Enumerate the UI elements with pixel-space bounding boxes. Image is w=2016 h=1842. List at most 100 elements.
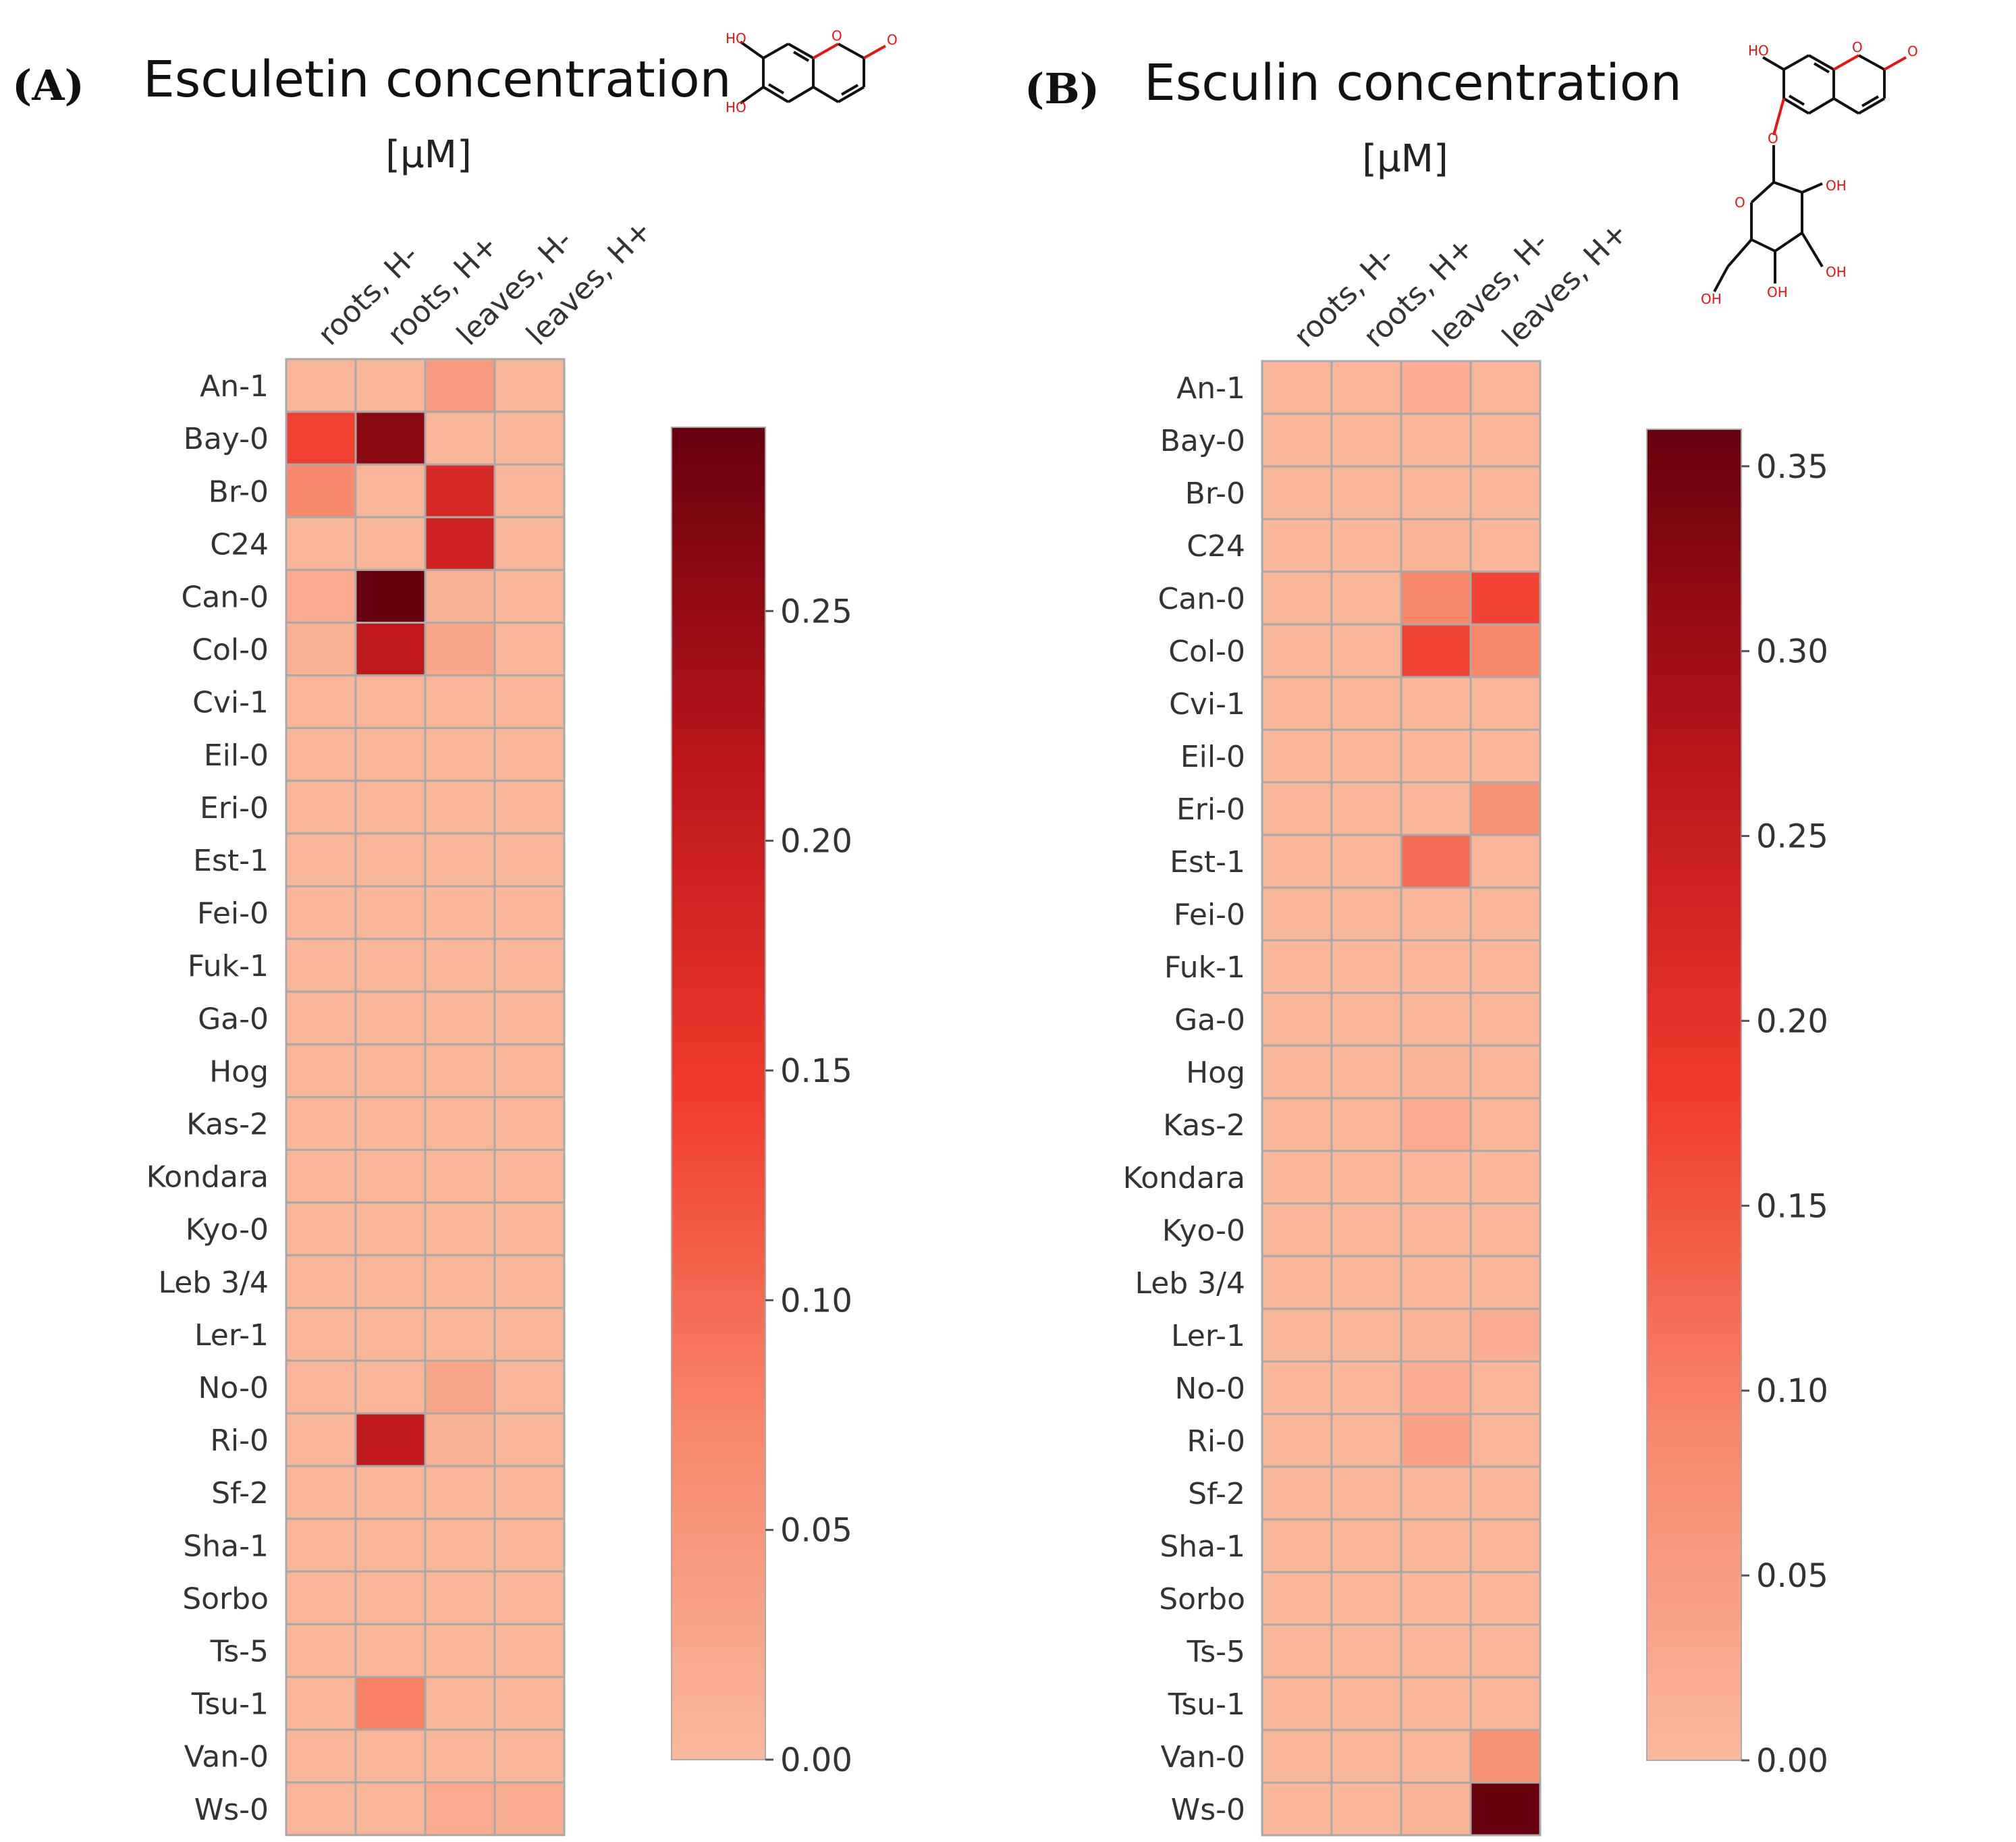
heatmap-a-cell	[354, 1465, 427, 1520]
heatmap-b-cell	[1261, 1255, 1333, 1310]
panel-a-unit: [µM]	[385, 133, 472, 177]
heatmap-b-cell	[1469, 1360, 1542, 1415]
panel-b: (B) Esculin concentration [µM]	[1025, 39, 1918, 1837]
heatmap-a-row-label: Tsu-1	[191, 1687, 269, 1722]
heatmap-b-cell	[1469, 1097, 1542, 1152]
colorbar-a-tick-label: 0.05	[780, 1512, 852, 1550]
heatmap-b-cell	[1330, 992, 1402, 1047]
heatmap-a-cell	[493, 1781, 566, 1837]
heatmap-a-cell	[354, 938, 427, 993]
colorbar-a-tick-label: 0.00	[780, 1741, 852, 1779]
esculin-oh-1: OH	[1826, 178, 1847, 194]
heatmap-a-cell	[424, 1201, 496, 1257]
heatmap-b-row-label: Leb 3/4	[1135, 1266, 1245, 1301]
heatmap-a-cell	[424, 1729, 496, 1784]
heatmap-b-cell	[1400, 518, 1472, 573]
heatmap-b-cell	[1400, 1202, 1472, 1257]
heatmap-b-cell	[1330, 1255, 1402, 1310]
heatmap-a-cell	[354, 358, 427, 413]
heatmap-a-cell	[493, 358, 566, 413]
heatmap-a-cell	[354, 990, 427, 1046]
heatmap-b-cell	[1330, 623, 1402, 678]
heatmap-a-cell	[493, 1412, 566, 1467]
esculetin-ho-1: HO	[726, 30, 746, 47]
heatmap-b-cell	[1400, 1465, 1472, 1521]
heatmap-a-cell	[285, 1254, 357, 1309]
heatmap-b-cell	[1261, 886, 1333, 942]
heatmap-a-cell	[493, 622, 566, 677]
heatmap-a-cell	[424, 727, 496, 782]
heatmap-b-cell	[1261, 1518, 1333, 1573]
heatmap-b-row-label: Ts-5	[1187, 1635, 1245, 1669]
heatmap-b-cell	[1330, 518, 1402, 573]
heatmap-a-cell	[354, 832, 427, 888]
heatmap-a-row-label: An-1	[200, 369, 269, 404]
heatmap-b-cell	[1400, 1044, 1472, 1100]
heatmap-a-cell	[285, 1781, 357, 1837]
heatmap-a-cell	[424, 410, 496, 466]
heatmap-b-cell	[1469, 992, 1542, 1047]
heatmap-a-cell	[493, 516, 566, 571]
heatmap-a-cell	[424, 780, 496, 835]
heatmap-a-cell	[285, 1043, 357, 1098]
heatmap-a-cell	[493, 1465, 566, 1520]
heatmap-a-cell	[354, 1307, 427, 1362]
heatmap-b-cell	[1400, 1360, 1472, 1415]
heatmap-b-cell	[1400, 465, 1472, 520]
heatmap-a-cell	[354, 1729, 427, 1784]
heatmap-b-cell	[1400, 1571, 1472, 1626]
esculin-oh-2: OH	[1826, 264, 1847, 280]
heatmap-b-cell	[1261, 1307, 1333, 1363]
heatmap-b-cell	[1400, 623, 1472, 678]
heatmap-b-row-label: Hog	[1186, 1056, 1245, 1090]
heatmap-a-cell	[493, 1359, 566, 1415]
heatmap-b-cell	[1261, 992, 1333, 1047]
heatmap-b-cell	[1469, 1255, 1542, 1310]
heatmap-b-cell	[1261, 360, 1333, 415]
heatmap-b-row-label: Eri-0	[1176, 792, 1245, 827]
colorbar-a-tick-label: 0.20	[780, 823, 852, 861]
esculetin-ho-2: HO	[726, 99, 746, 115]
heatmap-b-cell	[1469, 1729, 1542, 1784]
heatmap-a-cell	[493, 410, 566, 466]
heatmap-b-cell	[1261, 412, 1333, 468]
heatmap-a-row-label: Ga-0	[198, 1002, 269, 1036]
colorbar-a-tick-label: 0.15	[780, 1052, 852, 1090]
heatmap-a-row-label: Bay-0	[184, 422, 269, 456]
heatmap-b-cell	[1261, 518, 1333, 573]
heatmap-a-cell	[354, 568, 427, 624]
heatmap-a-row-label: Eil-0	[204, 738, 269, 773]
heatmap-b-row-label: Kas-2	[1163, 1108, 1245, 1143]
heatmap-a-cell	[285, 1729, 357, 1784]
heatmap-b-cell	[1261, 728, 1333, 784]
heatmap-a-cell	[354, 1359, 427, 1415]
heatmap-a-cell	[354, 780, 427, 835]
heatmap-b-row-label: Sha-1	[1160, 1529, 1245, 1564]
heatmap-b-cell	[1400, 728, 1472, 784]
heatmap-a-cell	[493, 674, 566, 730]
heatmap-b-cell	[1469, 1202, 1542, 1257]
colorbar-a-tick-label: 0.10	[780, 1282, 852, 1320]
heatmap-a-row-label: Est-1	[193, 844, 269, 878]
heatmap-b-cell	[1400, 1307, 1472, 1363]
colorbar-a: 0.00 0.05 0.10 0.15 0.20 0.25	[671, 427, 852, 1779]
heatmap-a-row-label: Fei-0	[197, 896, 269, 931]
colorbar-b-tick-label: 0.30	[1756, 633, 1828, 671]
heatmap-a-cell	[285, 1517, 357, 1573]
heatmap-b-cell	[1469, 1781, 1542, 1837]
heatmap-b-cell	[1469, 1307, 1542, 1363]
heatmap-a-cell	[424, 1517, 496, 1573]
heatmap-b-cell	[1261, 1465, 1333, 1521]
esculetin-structure	[739, 40, 886, 105]
heatmap-b-cell	[1400, 1149, 1472, 1205]
heatmap-b-cell	[1400, 1097, 1472, 1152]
heatmap-a-cell	[285, 1095, 357, 1152]
heatmap-b-cell	[1330, 1360, 1402, 1415]
heatmap-b-cell	[1330, 1571, 1402, 1626]
heatmap-a-cell	[493, 1201, 566, 1257]
heatmap-a-cell	[493, 568, 566, 624]
heatmap-b-cell	[1469, 939, 1542, 994]
heatmap-a-row-label: Leb 3/4	[158, 1266, 269, 1300]
heatmap-b-cell	[1330, 1413, 1402, 1468]
heatmap-a-cell	[424, 1149, 496, 1204]
